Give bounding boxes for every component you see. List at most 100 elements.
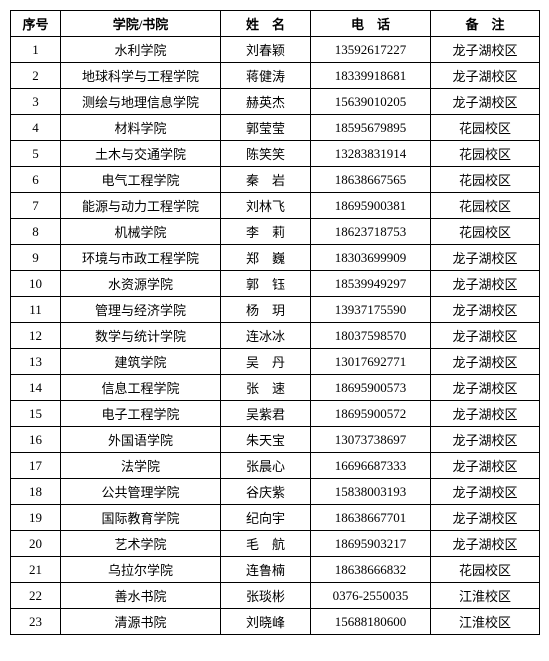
cell-name: 秦 岩: [221, 167, 311, 193]
cell-phone: 13017692771: [311, 349, 431, 375]
cell-dept: 善水书院: [61, 583, 221, 609]
cell-note: 花园校区: [431, 557, 540, 583]
table-row: 13建筑学院吴 丹13017692771龙子湖校区: [11, 349, 540, 375]
cell-phone: 18539949297: [311, 271, 431, 297]
cell-seq: 11: [11, 297, 61, 323]
cell-note: 花园校区: [431, 115, 540, 141]
cell-dept: 环境与市政工程学院: [61, 245, 221, 271]
cell-phone: 18695903217: [311, 531, 431, 557]
cell-note: 龙子湖校区: [431, 63, 540, 89]
cell-name: 刘晓峰: [221, 609, 311, 635]
cell-dept: 能源与动力工程学院: [61, 193, 221, 219]
cell-seq: 18: [11, 479, 61, 505]
cell-seq: 15: [11, 401, 61, 427]
cell-phone: 0376-2550035: [311, 583, 431, 609]
cell-phone: 15838003193: [311, 479, 431, 505]
cell-seq: 6: [11, 167, 61, 193]
table-row: 7能源与动力工程学院刘林飞18695900381花园校区: [11, 193, 540, 219]
cell-seq: 2: [11, 63, 61, 89]
cell-dept: 管理与经济学院: [61, 297, 221, 323]
cell-note: 花园校区: [431, 141, 540, 167]
cell-note: 花园校区: [431, 167, 540, 193]
cell-seq: 5: [11, 141, 61, 167]
cell-seq: 21: [11, 557, 61, 583]
cell-seq: 4: [11, 115, 61, 141]
cell-phone: 18638667701: [311, 505, 431, 531]
cell-note: 龙子湖校区: [431, 427, 540, 453]
cell-seq: 13: [11, 349, 61, 375]
cell-phone: 13073738697: [311, 427, 431, 453]
table-row: 12数学与统计学院连冰冰18037598570龙子湖校区: [11, 323, 540, 349]
cell-seq: 19: [11, 505, 61, 531]
cell-note: 江淮校区: [431, 609, 540, 635]
cell-phone: 18695900572: [311, 401, 431, 427]
cell-seq: 17: [11, 453, 61, 479]
cell-note: 龙子湖校区: [431, 531, 540, 557]
cell-seq: 20: [11, 531, 61, 557]
header-name: 姓 名: [221, 11, 311, 37]
header-seq: 序号: [11, 11, 61, 37]
cell-phone: 15639010205: [311, 89, 431, 115]
cell-note: 龙子湖校区: [431, 297, 540, 323]
cell-dept: 法学院: [61, 453, 221, 479]
cell-dept: 信息工程学院: [61, 375, 221, 401]
cell-name: 杨 玥: [221, 297, 311, 323]
cell-note: 龙子湖校区: [431, 505, 540, 531]
table-row: 14信息工程学院张 速18695900573龙子湖校区: [11, 375, 540, 401]
cell-name: 张晨心: [221, 453, 311, 479]
cell-seq: 1: [11, 37, 61, 63]
cell-dept: 电气工程学院: [61, 167, 221, 193]
cell-dept: 水资源学院: [61, 271, 221, 297]
cell-dept: 土木与交通学院: [61, 141, 221, 167]
header-dept: 学院/书院: [61, 11, 221, 37]
cell-phone: 18638667565: [311, 167, 431, 193]
cell-name: 毛 航: [221, 531, 311, 557]
cell-seq: 8: [11, 219, 61, 245]
cell-note: 花园校区: [431, 193, 540, 219]
cell-phone: 13592617227: [311, 37, 431, 63]
cell-name: 纪向宇: [221, 505, 311, 531]
cell-name: 张 速: [221, 375, 311, 401]
cell-name: 连冰冰: [221, 323, 311, 349]
table-row: 2地球科学与工程学院蒋健涛18339918681龙子湖校区: [11, 63, 540, 89]
cell-name: 陈笑笑: [221, 141, 311, 167]
cell-dept: 机械学院: [61, 219, 221, 245]
table-row: 17法学院张晨心16696687333龙子湖校区: [11, 453, 540, 479]
table-row: 1水利学院刘春颖13592617227龙子湖校区: [11, 37, 540, 63]
cell-dept: 电子工程学院: [61, 401, 221, 427]
cell-phone: 13937175590: [311, 297, 431, 323]
table-header-row: 序号 学院/书院 姓 名 电 话 备 注: [11, 11, 540, 37]
cell-note: 龙子湖校区: [431, 479, 540, 505]
cell-dept: 水利学院: [61, 37, 221, 63]
cell-phone: 18695900573: [311, 375, 431, 401]
cell-seq: 14: [11, 375, 61, 401]
cell-seq: 23: [11, 609, 61, 635]
cell-note: 龙子湖校区: [431, 37, 540, 63]
header-phone: 电 话: [311, 11, 431, 37]
cell-seq: 9: [11, 245, 61, 271]
table-body: 1水利学院刘春颖13592617227龙子湖校区2地球科学与工程学院蒋健涛183…: [11, 37, 540, 635]
cell-note: 龙子湖校区: [431, 323, 540, 349]
cell-dept: 数学与统计学院: [61, 323, 221, 349]
cell-name: 赫英杰: [221, 89, 311, 115]
cell-dept: 地球科学与工程学院: [61, 63, 221, 89]
cell-note: 花园校区: [431, 219, 540, 245]
cell-note: 龙子湖校区: [431, 271, 540, 297]
table-row: 19国际教育学院纪向宇18638667701龙子湖校区: [11, 505, 540, 531]
cell-phone: 18595679895: [311, 115, 431, 141]
cell-name: 吴紫君: [221, 401, 311, 427]
table-row: 15电子工程学院吴紫君18695900572龙子湖校区: [11, 401, 540, 427]
cell-seq: 7: [11, 193, 61, 219]
cell-name: 郭 钰: [221, 271, 311, 297]
cell-name: 郑 巍: [221, 245, 311, 271]
header-note: 备 注: [431, 11, 540, 37]
cell-seq: 3: [11, 89, 61, 115]
cell-name: 刘春颖: [221, 37, 311, 63]
table-row: 18公共管理学院谷庆紫15838003193龙子湖校区: [11, 479, 540, 505]
table-row: 23清源书院刘晓峰15688180600江淮校区: [11, 609, 540, 635]
cell-dept: 公共管理学院: [61, 479, 221, 505]
cell-dept: 清源书院: [61, 609, 221, 635]
cell-note: 龙子湖校区: [431, 89, 540, 115]
table-row: 8机械学院李 莉18623718753花园校区: [11, 219, 540, 245]
table-row: 5土木与交通学院陈笑笑13283831914花园校区: [11, 141, 540, 167]
